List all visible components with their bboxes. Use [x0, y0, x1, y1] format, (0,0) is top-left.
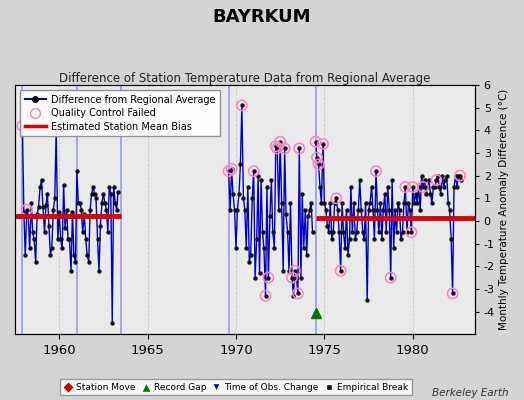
Point	[407, 229, 416, 236]
Point	[224, 168, 233, 174]
Point	[249, 168, 258, 174]
Point	[264, 274, 272, 281]
Y-axis label: Monthly Temperature Anomaly Difference (°C): Monthly Temperature Anomaly Difference (…	[499, 89, 509, 330]
Point	[227, 166, 236, 172]
Point	[449, 290, 457, 297]
Point	[295, 145, 303, 152]
Point	[319, 141, 327, 147]
Point	[336, 268, 345, 274]
Point	[432, 177, 441, 183]
Point	[372, 168, 380, 174]
Point	[238, 102, 246, 108]
Point	[419, 184, 427, 190]
Title: Difference of Station Temperature Data from Regional Average: Difference of Station Temperature Data f…	[59, 72, 431, 85]
Text: BAYRKUM: BAYRKUM	[213, 8, 311, 26]
Point	[387, 274, 395, 281]
Text: Berkeley Earth: Berkeley Earth	[432, 388, 508, 398]
Legend: Difference from Regional Average, Quality Control Failed, Estimated Station Mean: Difference from Regional Average, Qualit…	[20, 90, 220, 136]
Point	[280, 145, 289, 152]
Point	[288, 274, 296, 281]
Point	[409, 184, 417, 190]
Point	[311, 138, 320, 145]
Point	[18, 122, 27, 129]
Legend: Station Move, Record Gap, Time of Obs. Change, Empirical Break: Station Move, Record Gap, Time of Obs. C…	[60, 379, 411, 396]
Point	[314, 161, 323, 168]
Point	[401, 184, 410, 190]
Point	[23, 206, 31, 213]
Point	[313, 154, 321, 161]
Point	[271, 143, 280, 149]
Point	[276, 138, 285, 145]
Point	[52, 127, 60, 134]
Point	[293, 290, 302, 297]
Point	[261, 292, 270, 299]
Point	[332, 195, 341, 202]
Point	[273, 145, 281, 152]
Point	[291, 268, 299, 274]
Point	[456, 172, 464, 179]
